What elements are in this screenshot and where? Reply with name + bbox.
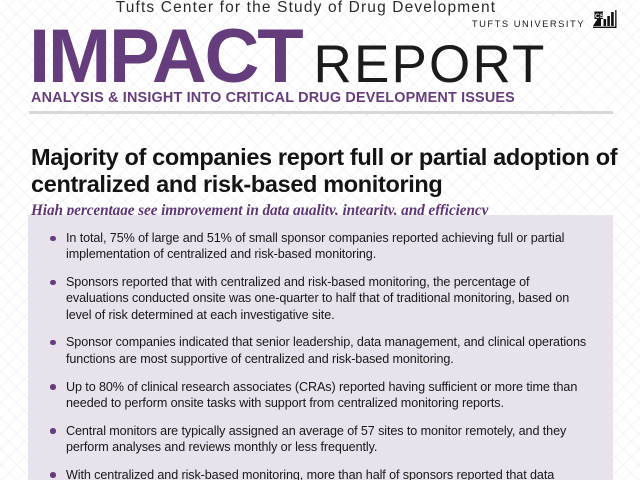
key-findings-list: In total, 75% of large and 51% of small … [28,215,613,480]
title-impact: IMPACT [29,14,304,99]
university-name: TUFTS UNIVERSITY [471,18,585,29]
list-item: In total, 75% of large and 51% of small … [45,230,595,263]
list-item: Up to 80% of clinical research associate… [45,379,595,412]
key-findings-panel: In total, 75% of large and 51% of small … [28,215,613,480]
list-item: Central monitors are typically assigned … [45,423,595,456]
svg-text:CS: CS [595,13,605,20]
list-item: Sponsor companies indicated that senior … [45,334,595,367]
article-subhead: High percentage see improvement in data … [31,201,489,219]
masthead: Tufts Center for the Study of Drug Devel… [0,0,640,118]
title-report: REPORT [313,35,547,94]
masthead-divider [29,111,613,114]
csdd-bar-chart-logo: CS [592,10,618,32]
organization-name: Tufts Center for the Study of Drug Devel… [115,0,497,16]
report-title: IMPACT REPORT [29,19,547,95]
article-headline: Majority of companies report full or par… [31,143,618,198]
list-item: Sponsors reported that with centralized … [45,274,595,323]
list-item: With centralized and risk-based monitori… [45,467,595,480]
masthead-tagline: ANALYSIS & INSIGHT INTO CRITICAL DRUG DE… [31,90,515,106]
